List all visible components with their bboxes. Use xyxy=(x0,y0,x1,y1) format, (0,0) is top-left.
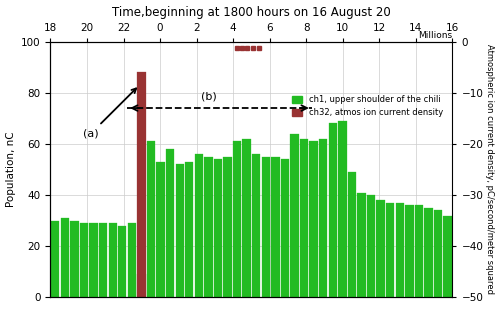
Bar xyxy=(252,154,260,298)
Bar xyxy=(281,159,289,298)
Bar xyxy=(51,221,60,298)
Bar xyxy=(262,157,270,298)
Bar xyxy=(290,134,298,298)
Bar xyxy=(376,200,385,298)
Text: (a): (a) xyxy=(84,88,136,138)
Bar xyxy=(405,205,413,298)
Bar xyxy=(60,218,69,298)
Bar xyxy=(358,193,366,298)
Bar xyxy=(424,208,432,298)
Y-axis label: Atmospheric ion current density, pC/second/meter squared: Atmospheric ion current density, pC/seco… xyxy=(486,44,494,294)
Bar xyxy=(338,121,346,298)
Bar xyxy=(137,274,145,298)
Bar xyxy=(118,226,126,298)
Bar xyxy=(147,141,155,298)
Bar xyxy=(233,141,241,298)
Bar xyxy=(166,149,174,298)
Bar xyxy=(70,221,78,298)
Bar xyxy=(108,223,117,298)
Bar xyxy=(128,223,136,298)
Y-axis label: Population, nC: Population, nC xyxy=(6,132,16,207)
Bar xyxy=(90,223,98,298)
Bar xyxy=(396,203,404,298)
Bar xyxy=(214,159,222,298)
Bar xyxy=(415,205,423,298)
Bar xyxy=(242,139,251,298)
Bar xyxy=(271,157,280,298)
Text: (b): (b) xyxy=(201,91,217,101)
Bar xyxy=(367,195,375,298)
Bar xyxy=(176,164,184,298)
Bar xyxy=(137,72,145,298)
Bar xyxy=(328,123,337,298)
Bar xyxy=(444,216,452,298)
Bar xyxy=(386,203,394,298)
Bar xyxy=(185,162,194,298)
Text: Millions: Millions xyxy=(418,31,452,40)
Bar xyxy=(300,139,308,298)
Bar xyxy=(224,157,232,298)
Bar xyxy=(99,223,108,298)
Bar xyxy=(156,162,164,298)
Bar xyxy=(319,139,328,298)
Bar xyxy=(194,154,203,298)
Legend: ch1, upper shoulder of the chili, ch32, atmos ion current density: ch1, upper shoulder of the chili, ch32, … xyxy=(288,92,446,121)
Bar xyxy=(348,172,356,298)
Bar xyxy=(310,141,318,298)
Bar xyxy=(434,210,442,298)
Bar xyxy=(204,157,212,298)
Bar xyxy=(80,223,88,298)
Title: Time,beginning at 1800 hours on 16 August 20: Time,beginning at 1800 hours on 16 Augus… xyxy=(112,6,391,19)
